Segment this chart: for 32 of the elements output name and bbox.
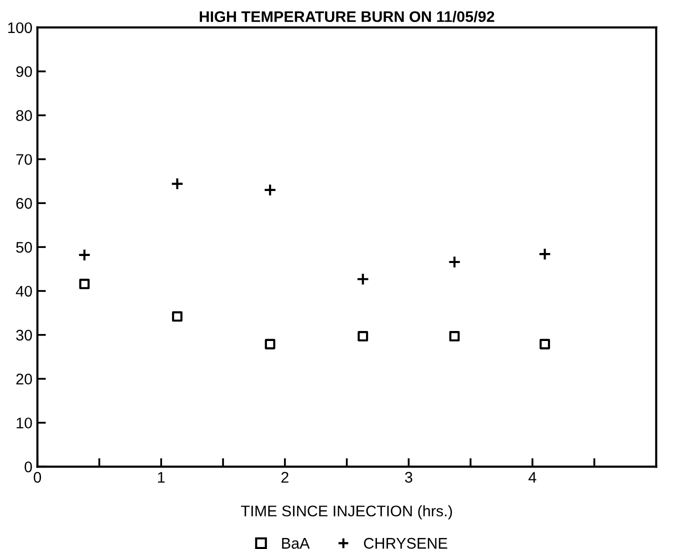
y-tick-label: 80 [16, 110, 32, 121]
point [79, 278, 90, 290]
y-tick-label: 50 [16, 242, 32, 253]
point [356, 272, 370, 286]
y-tick-label: 20 [16, 374, 32, 384]
point [78, 248, 91, 262]
legend-label: BaA [282, 538, 310, 549]
point [170, 177, 184, 190]
point [538, 248, 552, 260]
x-tick-label: 0 [34, 472, 42, 483]
point [172, 311, 182, 322]
point [264, 338, 276, 350]
y-tick-label: 60 [16, 198, 32, 209]
point [358, 330, 368, 342]
point [449, 330, 460, 342]
point [448, 256, 461, 268]
y-tick-label: 90 [16, 66, 32, 78]
y-tick-label: 10 [16, 418, 32, 428]
point [264, 184, 276, 196]
x-axis-title: TIME SINCE INJECTION (hrs.) [241, 505, 452, 520]
y-tick-label: 100 [8, 22, 32, 34]
y-tick-label: 30 [16, 330, 32, 341]
y-tick-label: 70 [16, 154, 32, 165]
point [540, 338, 550, 350]
legend-label: CHRYSENE [364, 538, 448, 549]
chart-title: HIGH TEMPERATURE BURN ON 11/05/92 [200, 10, 494, 22]
y-tick-label: 40 [16, 286, 32, 297]
x-tick-label: 2 [281, 472, 288, 483]
x-tick-label: 4 [528, 472, 536, 483]
x-tick-label: 3 [405, 472, 412, 483]
x-tick-label: 1 [158, 472, 165, 483]
y-tick-label: 0 [24, 462, 32, 472]
